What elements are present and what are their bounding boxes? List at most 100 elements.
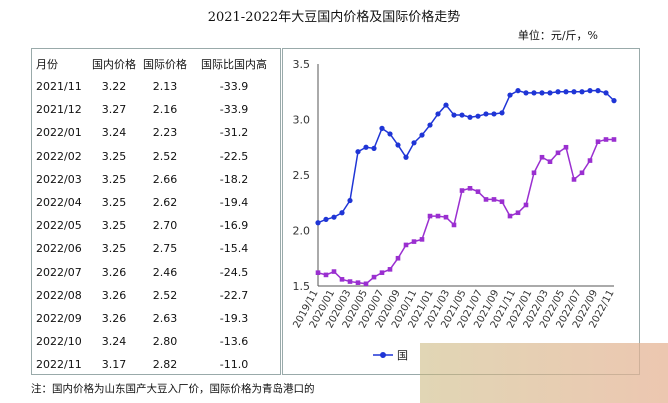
table-cell: 2022/06 — [36, 242, 82, 256]
series-point — [507, 213, 513, 219]
series-point — [411, 239, 417, 244]
table-cell: 2.46 — [152, 265, 178, 279]
series-point — [611, 137, 617, 142]
series-point — [411, 140, 417, 146]
table-cell: 3.27 — [101, 103, 127, 117]
table-cell: 3.26 — [101, 288, 127, 302]
series-point — [323, 272, 329, 278]
y-tick-label: 2.5 — [293, 169, 311, 182]
series-point — [547, 159, 553, 164]
table-cell: 2.52 — [152, 288, 178, 302]
series-point — [443, 102, 449, 108]
table-row: 2022/07 3.26 2.46 -24.5 — [32, 262, 280, 285]
series-point — [347, 279, 353, 284]
table-cell: 2022/09 — [36, 312, 82, 325]
table-cell: -22.5 — [219, 149, 249, 163]
series-point — [571, 177, 577, 182]
series-point — [331, 269, 337, 274]
series-point — [315, 270, 321, 275]
table-cell: 3.26 — [101, 312, 127, 325]
unit-label: 单位：元/斤，% — [517, 29, 598, 42]
series-point — [403, 154, 409, 160]
series-point — [499, 110, 505, 116]
table-header-cell: 国际比国内高 — [201, 58, 267, 71]
table-cell: -22.7 — [219, 288, 249, 302]
chart-svg: 1.52.02.53.03.52019/112020/012020/032020… — [291, 58, 617, 362]
table-cell: 3.24 — [101, 335, 127, 349]
series-point — [579, 89, 585, 95]
table-cell: -15.4 — [219, 242, 249, 256]
series-point — [483, 111, 489, 117]
table-cell: 3.26 — [101, 265, 127, 279]
y-tick-label: 1.5 — [293, 280, 311, 293]
series-point — [451, 112, 457, 118]
series-point — [435, 213, 441, 219]
legend-marker — [380, 352, 386, 358]
series-point — [483, 197, 489, 202]
y-tick-label: 2.0 — [293, 225, 311, 238]
table-cell: 3.25 — [101, 219, 127, 233]
series-point — [323, 216, 329, 222]
series-point — [443, 214, 449, 220]
series-point — [531, 90, 537, 96]
series-point — [507, 92, 513, 98]
series-point — [355, 280, 361, 285]
table-cell: 2.16 — [152, 103, 178, 117]
series-point — [611, 98, 617, 104]
series-point — [467, 114, 473, 120]
series-point — [371, 145, 377, 151]
series-point — [379, 125, 385, 131]
table-cell: 3.25 — [101, 242, 127, 256]
table-cell: 2.62 — [152, 196, 178, 209]
series-line-1 — [317, 89, 615, 224]
table-row: 2022/05 3.25 2.70 -16.9 — [32, 215, 280, 238]
table-cell: -11.0 — [219, 358, 249, 372]
series-point — [331, 214, 337, 220]
table-row: 2022/10 3.24 2.80 -13.6 — [32, 331, 280, 354]
series-point — [563, 89, 569, 95]
series-point — [547, 90, 553, 96]
series-point — [555, 89, 561, 95]
table-header: 月份 国内价格 国际价格 国际比国内高 — [32, 52, 280, 75]
series-point — [339, 210, 345, 216]
series-point — [427, 213, 433, 219]
table-row: 2022/09 3.26 2.63 -19.3 — [32, 308, 280, 331]
table-row: 2022/06 3.25 2.75 -15.4 — [32, 238, 280, 261]
table-cell: -19.4 — [219, 196, 249, 209]
series-point — [603, 137, 609, 142]
y-tick-label: 3.5 — [293, 58, 311, 71]
table-row: 2022/11 3.17 2.82 -11.0 — [32, 354, 280, 377]
series-point — [595, 88, 601, 94]
table-cell: 2022/04 — [36, 196, 82, 209]
series-point — [387, 267, 393, 272]
table-cell: 2022/07 — [36, 265, 82, 279]
table-cell: 2.82 — [152, 358, 178, 372]
table-cell: 2022/03 — [36, 172, 82, 186]
series-point — [539, 154, 545, 160]
series-point — [363, 281, 369, 287]
table-cell: -24.5 — [219, 265, 249, 279]
table-cell: 2022/05 — [36, 219, 82, 233]
table-cell: -33.9 — [219, 80, 249, 93]
series-point — [355, 149, 361, 155]
table-row: 2022/08 3.26 2.52 -22.7 — [32, 285, 280, 308]
series-point — [395, 255, 401, 261]
table-cell: 2.66 — [152, 172, 178, 186]
series-point — [315, 220, 321, 226]
table-cell: 3.25 — [101, 149, 127, 163]
series-point — [459, 112, 465, 118]
y-tick-label: 3.0 — [293, 114, 311, 127]
series-point — [531, 170, 537, 176]
table-cell: 2022/02 — [36, 149, 82, 163]
table-cell: -13.6 — [219, 335, 249, 349]
table-cell: 2.13 — [152, 80, 178, 93]
series-point — [579, 170, 585, 176]
table-cell: -19.3 — [219, 312, 249, 325]
series-point — [603, 90, 609, 96]
table-cell: 2.75 — [152, 242, 178, 256]
series-point — [555, 150, 561, 156]
table-cell: 2.23 — [152, 126, 178, 140]
series-point — [595, 139, 601, 144]
series-point — [379, 270, 385, 275]
series-point — [435, 111, 441, 117]
